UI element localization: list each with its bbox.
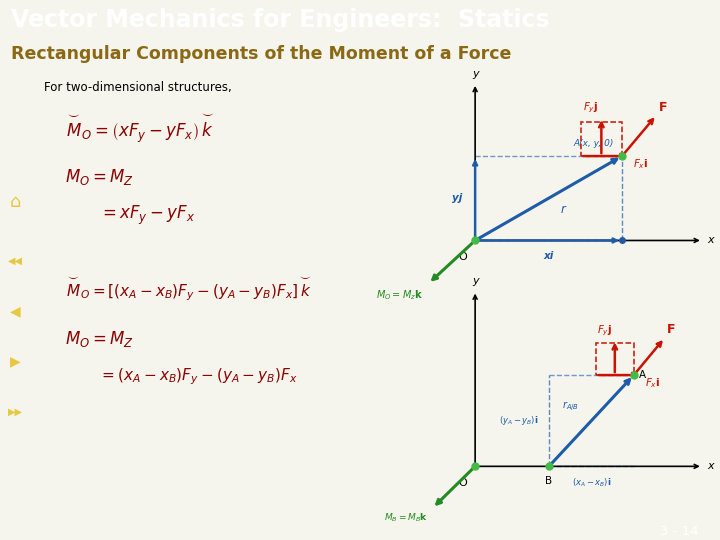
Text: $F_y\mathbf{j}$: $F_y\mathbf{j}$ — [582, 100, 598, 115]
Text: ▶: ▶ — [10, 354, 20, 368]
Text: $M_O = M_Z$: $M_O = M_Z$ — [65, 167, 134, 187]
Text: F: F — [660, 100, 668, 113]
Text: Rectangular Components of the Moment of a Force: Rectangular Components of the Moment of … — [11, 45, 511, 63]
Text: $F_x\mathbf{i}$: $F_x\mathbf{i}$ — [633, 157, 649, 171]
Text: $(y_A - y_B)\mathbf{i}$: $(y_A - y_B)\mathbf{i}$ — [499, 414, 539, 427]
Text: y: y — [472, 70, 479, 79]
Text: $F_x\mathbf{i}$: $F_x\mathbf{i}$ — [645, 376, 660, 390]
Bar — [580, 122, 622, 156]
Text: $M_B = M_B\mathbf{k}$: $M_B = M_B\mathbf{k}$ — [384, 512, 428, 524]
Text: $r_{A/B}$: $r_{A/B}$ — [562, 400, 579, 414]
Text: O: O — [458, 478, 467, 488]
Text: x: x — [708, 235, 714, 246]
Text: $= \left(x_A - x_B\right)F_y - \left(y_A - y_B\right)F_x$: $= \left(x_A - x_B\right)F_y - \left(y_A… — [99, 366, 298, 387]
Text: 3 - 14: 3 - 14 — [660, 525, 698, 538]
Text: yj: yj — [452, 193, 463, 203]
Text: F: F — [667, 323, 675, 336]
Text: ◀◀: ◀◀ — [8, 256, 22, 266]
Text: xi: xi — [544, 251, 554, 260]
Text: x: x — [708, 461, 714, 471]
Text: ⌂: ⌂ — [9, 193, 21, 211]
Text: $(x_A - x_B)\mathbf{i}$: $(x_A - x_B)\mathbf{i}$ — [572, 476, 611, 489]
Text: For two-dimensional structures,: For two-dimensional structures, — [44, 81, 232, 94]
Text: ▶▶: ▶▶ — [8, 407, 22, 416]
Text: B: B — [545, 476, 552, 487]
Bar — [596, 343, 634, 375]
Text: y: y — [472, 276, 479, 286]
Text: $\overset{\smile}{M}_O = \left(xF_y - yF_x\right)\overset{\smile}{k}$: $\overset{\smile}{M}_O = \left(xF_y - yF… — [65, 113, 214, 145]
Text: $\overset{\smile}{M}_O = \left[\left(x_A - x_B\right)F_y - \left(y_A - y_B\right: $\overset{\smile}{M}_O = \left[\left(x_A… — [65, 275, 312, 302]
Text: Vector Mechanics for Engineers:  Statics: Vector Mechanics for Engineers: Statics — [11, 8, 549, 32]
Text: $= xF_y - yF_x$: $= xF_y - yF_x$ — [99, 204, 195, 227]
Text: $M_O = M_z\mathbf{k}$: $M_O = M_z\mathbf{k}$ — [377, 288, 423, 302]
Text: A: A — [639, 370, 647, 380]
Text: ◀: ◀ — [10, 304, 20, 318]
Text: O: O — [458, 252, 467, 262]
Text: A(x, y, 0): A(x, y, 0) — [573, 139, 613, 148]
Text: $M_O = M_Z$: $M_O = M_Z$ — [65, 329, 134, 349]
Text: r: r — [561, 203, 566, 216]
Text: $F_y\mathbf{j}$: $F_y\mathbf{j}$ — [597, 323, 612, 338]
